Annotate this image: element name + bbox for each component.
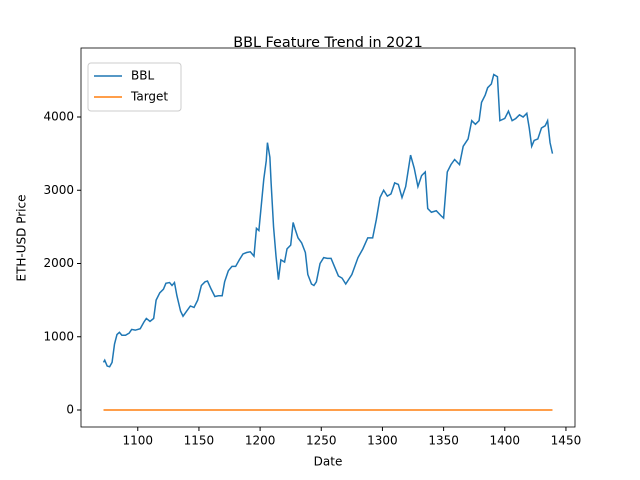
y-tick-label: 2000 [43, 256, 74, 270]
line-series [102, 73, 554, 368]
y-axis-label: ETH-USD Price [15, 195, 29, 282]
x-tick-label: 1150 [184, 434, 215, 448]
y-tick-label: 1000 [43, 329, 74, 343]
legend-box [87, 62, 182, 112]
x-tick-label: 1450 [551, 434, 582, 448]
plot-frame [80, 47, 576, 428]
legend-label: Target [130, 90, 168, 104]
x-tick-label: 1400 [490, 434, 521, 448]
x-tick-label: 1250 [306, 434, 337, 448]
legend-label: BBL [131, 69, 154, 83]
x-tick-label: 1350 [428, 434, 459, 448]
x-tick-label: 1100 [122, 434, 153, 448]
x-tick-label: 1300 [367, 434, 398, 448]
x-tick-label: 1200 [245, 434, 276, 448]
chart-title: BBL Feature Trend in 2021 [233, 35, 423, 51]
y-tick-label: 3000 [43, 183, 74, 197]
y-tick-label: 4000 [43, 110, 74, 124]
y-tick-label: 0 [66, 403, 74, 417]
x-axis-label: Date [314, 455, 343, 469]
